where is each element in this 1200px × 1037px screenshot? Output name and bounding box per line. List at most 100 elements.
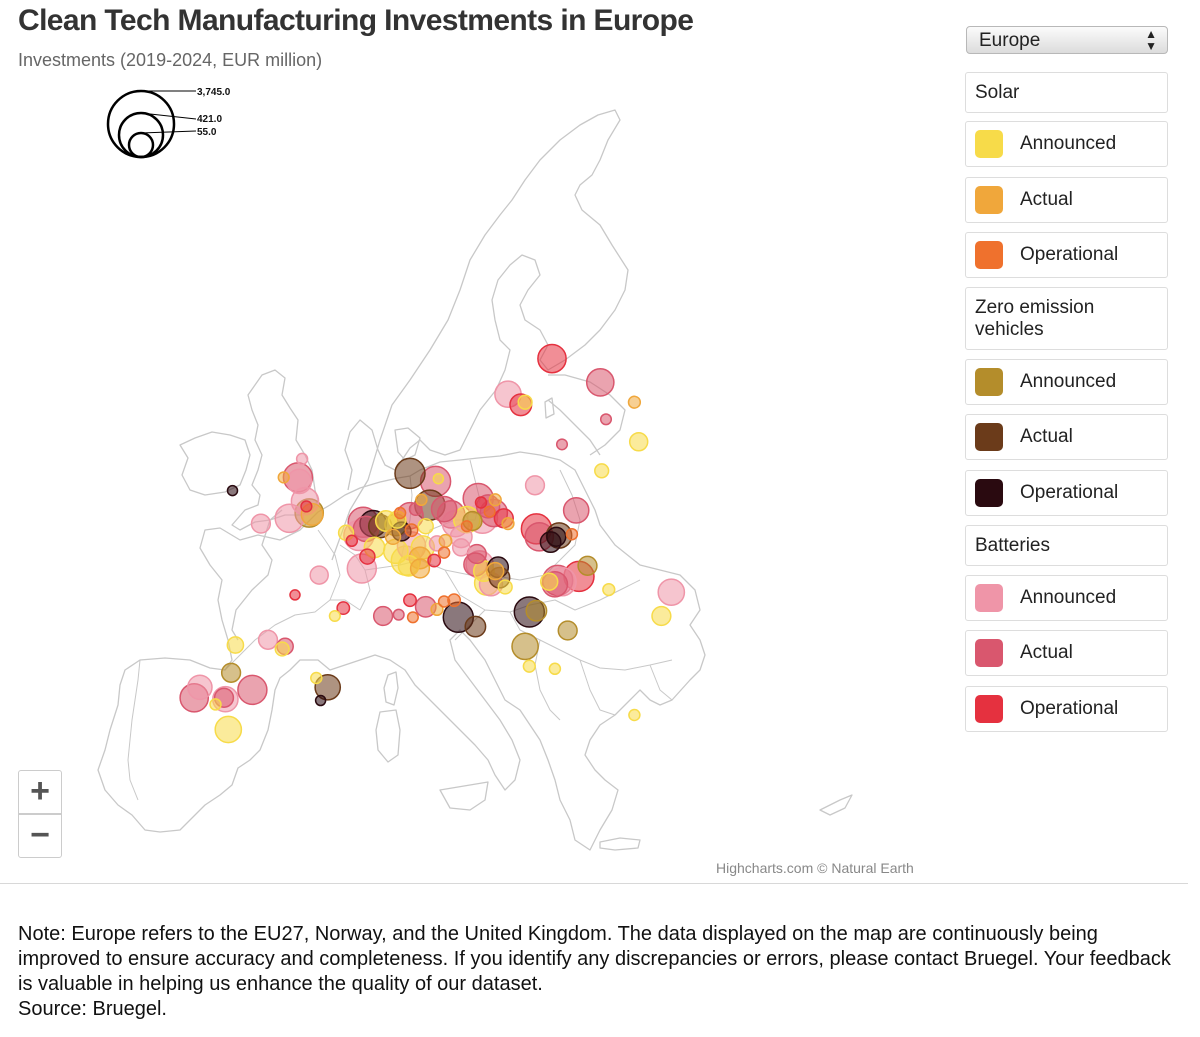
investment-bubble[interactable]: Batteries — Announced: 60 (295, 452, 309, 466)
investment-bubble[interactable]: Batteries — Actual: 1300 (237, 674, 268, 706)
investment-bubble[interactable]: Batteries — Operational: 60 (345, 534, 359, 548)
investment-bubble[interactable]: Solar — Actual: 80 (430, 602, 444, 617)
investment-bubble[interactable]: Solar — Operational: 60 (393, 506, 407, 520)
legend-swatch (975, 695, 1003, 723)
investment-bubble[interactable]: Batteries — Operational: 40 (289, 589, 301, 601)
investment-bubble[interactable]: Batteries — Actual: 900 (430, 495, 458, 523)
investment-bubble[interactable]: Batteries — Actual: 50 (555, 438, 569, 451)
source-text: Source: Bruegel. (18, 998, 167, 1020)
investment-bubble[interactable]: Batteries — Actual: 1100 (585, 368, 615, 397)
region-select[interactable]: Europe ▲ ▼ (966, 26, 1168, 54)
investment-bubble[interactable]: Batteries — Announced: 400 (257, 629, 279, 650)
investment-bubble[interactable]: Batteries — Operational: 55 (300, 500, 313, 513)
investment-bubble[interactable]: Solar — Actual: 80 (488, 493, 502, 507)
investment-bubble[interactable]: Zero emission vehicles — Operational: 40… (546, 526, 567, 547)
investment-bubble[interactable]: Zero emission vehicles — Actual: 1600 (394, 457, 426, 490)
investment-bubble[interactable]: Batteries — Operational: 100 (403, 593, 417, 608)
investment-bubble[interactable]: Zero emission vehicles — Announced: 1000 (511, 632, 539, 661)
investment-bubble[interactable]: Solar — Actual: 400 (409, 558, 431, 579)
legend-group-label: Zero emission vehicles (975, 296, 1095, 340)
investment-bubble[interactable]: Solar — Announced: 60 (209, 698, 222, 711)
investment-bubble[interactable]: Batteries — Announced: 400 (250, 513, 272, 534)
investment-bubble[interactable]: Solar — Announced: 300 (539, 572, 559, 591)
legend-item-label: Actual (1020, 426, 1073, 447)
investment-bubble[interactable]: Solar — Actual: 80 (501, 516, 515, 531)
investment-bubble[interactable]: Solar — Announced: 60 (310, 671, 323, 685)
investment-bubble[interactable]: Solar — Announced: 200 (417, 517, 434, 535)
bubble-legend-label-large: 3,745.0 (197, 87, 231, 98)
legend-item-batteries-announced[interactable]: Announced (965, 575, 1168, 621)
investment-bubble[interactable]: Batteries — Actual: 400 (372, 605, 394, 627)
investment-bubble[interactable]: Solar — Operational: 60 (437, 546, 451, 559)
zoom-out-button[interactable]: − (18, 814, 62, 858)
investment-bubble[interactable]: Batteries — Actual: 50 (392, 608, 405, 621)
investment-bubble[interactable]: Zero emission vehicles — Announced: 500 (525, 599, 548, 622)
investment-bubble[interactable]: Batteries — Announced: 350 (309, 565, 329, 585)
investment-bubble[interactable]: Solar — Announced: 250 (226, 636, 245, 654)
investment-bubble[interactable]: Solar — Announced: 350 (628, 432, 649, 452)
investment-bubble[interactable]: Solar — Announced: 150 (517, 394, 533, 410)
investment-bubble[interactable]: Solar — Announced: 80 (602, 582, 616, 597)
investment-bubble[interactable]: Batteries — Announced: 800 (187, 674, 213, 701)
investment-bubbles[interactable]: Batteries — Actual: 1700Zero emission ve… (179, 343, 686, 744)
map-credits[interactable]: Highcharts.com © Natural Earth (716, 860, 914, 876)
sardinia-outline (375, 709, 401, 763)
bubble-legend-line-small (140, 130, 197, 134)
investment-bubble[interactable]: Solar — Operational: 60 (437, 595, 451, 608)
investment-bubble[interactable]: Solar — Announced: 150 (274, 641, 290, 657)
zoom-in-button[interactable]: + (18, 770, 62, 814)
investment-bubble[interactable]: Zero emission vehicles — Announced: 400 (577, 555, 598, 576)
investment-bubble[interactable]: Batteries — Operational: 1200 (537, 343, 567, 374)
investment-bubble[interactable]: Zero emission vehicles — Announced: 400 (557, 620, 578, 641)
investment-bubble[interactable]: Solar — Operational: 100 (404, 523, 419, 538)
investment-bubble[interactable]: Batteries — Operational: 100 (427, 553, 442, 568)
legend-item-batteries-operational[interactable]: Operational (965, 686, 1168, 732)
legend-item-solar-operational[interactable]: Operational (965, 232, 1168, 278)
investment-bubble[interactable]: Solar — Operational: 60 (565, 527, 579, 541)
investment-bubble[interactable]: Zero emission vehicles — Announced: 400 (220, 662, 242, 683)
investment-bubble[interactable]: Solar — Announced: 150 (594, 463, 610, 479)
investment-bubble[interactable]: Batteries — Operational: 60 (474, 496, 488, 509)
europe-map[interactable]: Batteries — Actual: 1700Zero emission ve… (0, 0, 950, 880)
investment-bubble[interactable]: Batteries — Actual: 50 (599, 413, 613, 426)
investment-bubble[interactable]: Solar — Announced: 40 (432, 472, 445, 485)
investment-bubble[interactable]: Batteries — Operational: 200 (359, 548, 376, 565)
investment-bubble[interactable]: Batteries — Announced: 400 (524, 475, 546, 496)
investment-bubble[interactable]: Batteries — Announced: 300 (451, 538, 471, 557)
investment-bubble[interactable]: Solar — Announced: 1000 (214, 715, 243, 744)
legend-item-label: Operational (1020, 482, 1119, 503)
legend-item-solar-announced[interactable]: Announced (965, 121, 1168, 167)
legend-item-batteries-actual[interactable]: Actual (965, 630, 1168, 676)
investment-bubble[interactable]: Solar — Operational: 50 (406, 611, 419, 624)
investment-bubble[interactable]: Solar — Announced: 60 (628, 708, 641, 722)
investment-bubble[interactable]: Zero emission vehicles — Operational: 40 (314, 694, 327, 707)
investment-bubble[interactable]: Solar — Actual: 60 (415, 493, 428, 507)
investment-bubble[interactable]: Solar — Announced: 150 (497, 579, 513, 595)
legend-item-label: Announced (1020, 371, 1117, 392)
bubble-size-legend: 3,745.0 421.0 55.0 (106, 87, 231, 159)
investment-bubble[interactable]: Zero emission vehicles — Operational: 40 (226, 484, 239, 497)
investment-bubble[interactable]: Solar — Actual: 300 (485, 561, 505, 581)
investment-bubble[interactable]: Zero emission vehicles — Actual: 500 (464, 615, 487, 638)
investment-bubble[interactable]: Solar — Announced: 60 (548, 662, 562, 676)
investment-bubble[interactable]: Batteries — Actual: 900 (562, 497, 590, 524)
investment-bubble[interactable]: Solar — Announced: 80 (522, 659, 536, 673)
investment-bubble[interactable]: Solar — Actual: 200 (384, 528, 402, 546)
investment-bubble[interactable]: Solar — Actual: 80 (627, 395, 642, 409)
investment-bubble[interactable]: Solar — Operational: 50 (460, 520, 473, 533)
investment-bubble[interactable]: Solar — Actual: 100 (438, 533, 453, 548)
investment-bubble[interactable]: Batteries — Announced: 1000 (657, 578, 686, 607)
investment-bubble[interactable]: Batteries — Actual: 100 (408, 502, 423, 517)
footnote: Note: Europe refers to the EU27, Norway,… (18, 922, 1178, 1022)
legend-item-zev-operational[interactable]: Operational (965, 470, 1168, 516)
investment-bubble[interactable]: Solar — Actual: 55 (277, 471, 290, 484)
gotland-outline (544, 397, 555, 419)
investment-bubble[interactable]: Batteries — Operational: 100 (336, 601, 351, 616)
investment-bubble[interactable]: Solar — Operational: 50 (483, 505, 496, 518)
investment-bubble[interactable]: Batteries — Announced: 800 (286, 468, 313, 495)
investment-bubble[interactable]: Solar — Announced: 50 (328, 609, 341, 623)
investment-bubble[interactable]: Solar — Announced: 400 (651, 605, 672, 627)
legend-item-solar-actual[interactable]: Actual (965, 177, 1168, 223)
legend-item-zev-actual[interactable]: Actual (965, 414, 1168, 460)
legend-item-zev-announced[interactable]: Announced (965, 359, 1168, 405)
